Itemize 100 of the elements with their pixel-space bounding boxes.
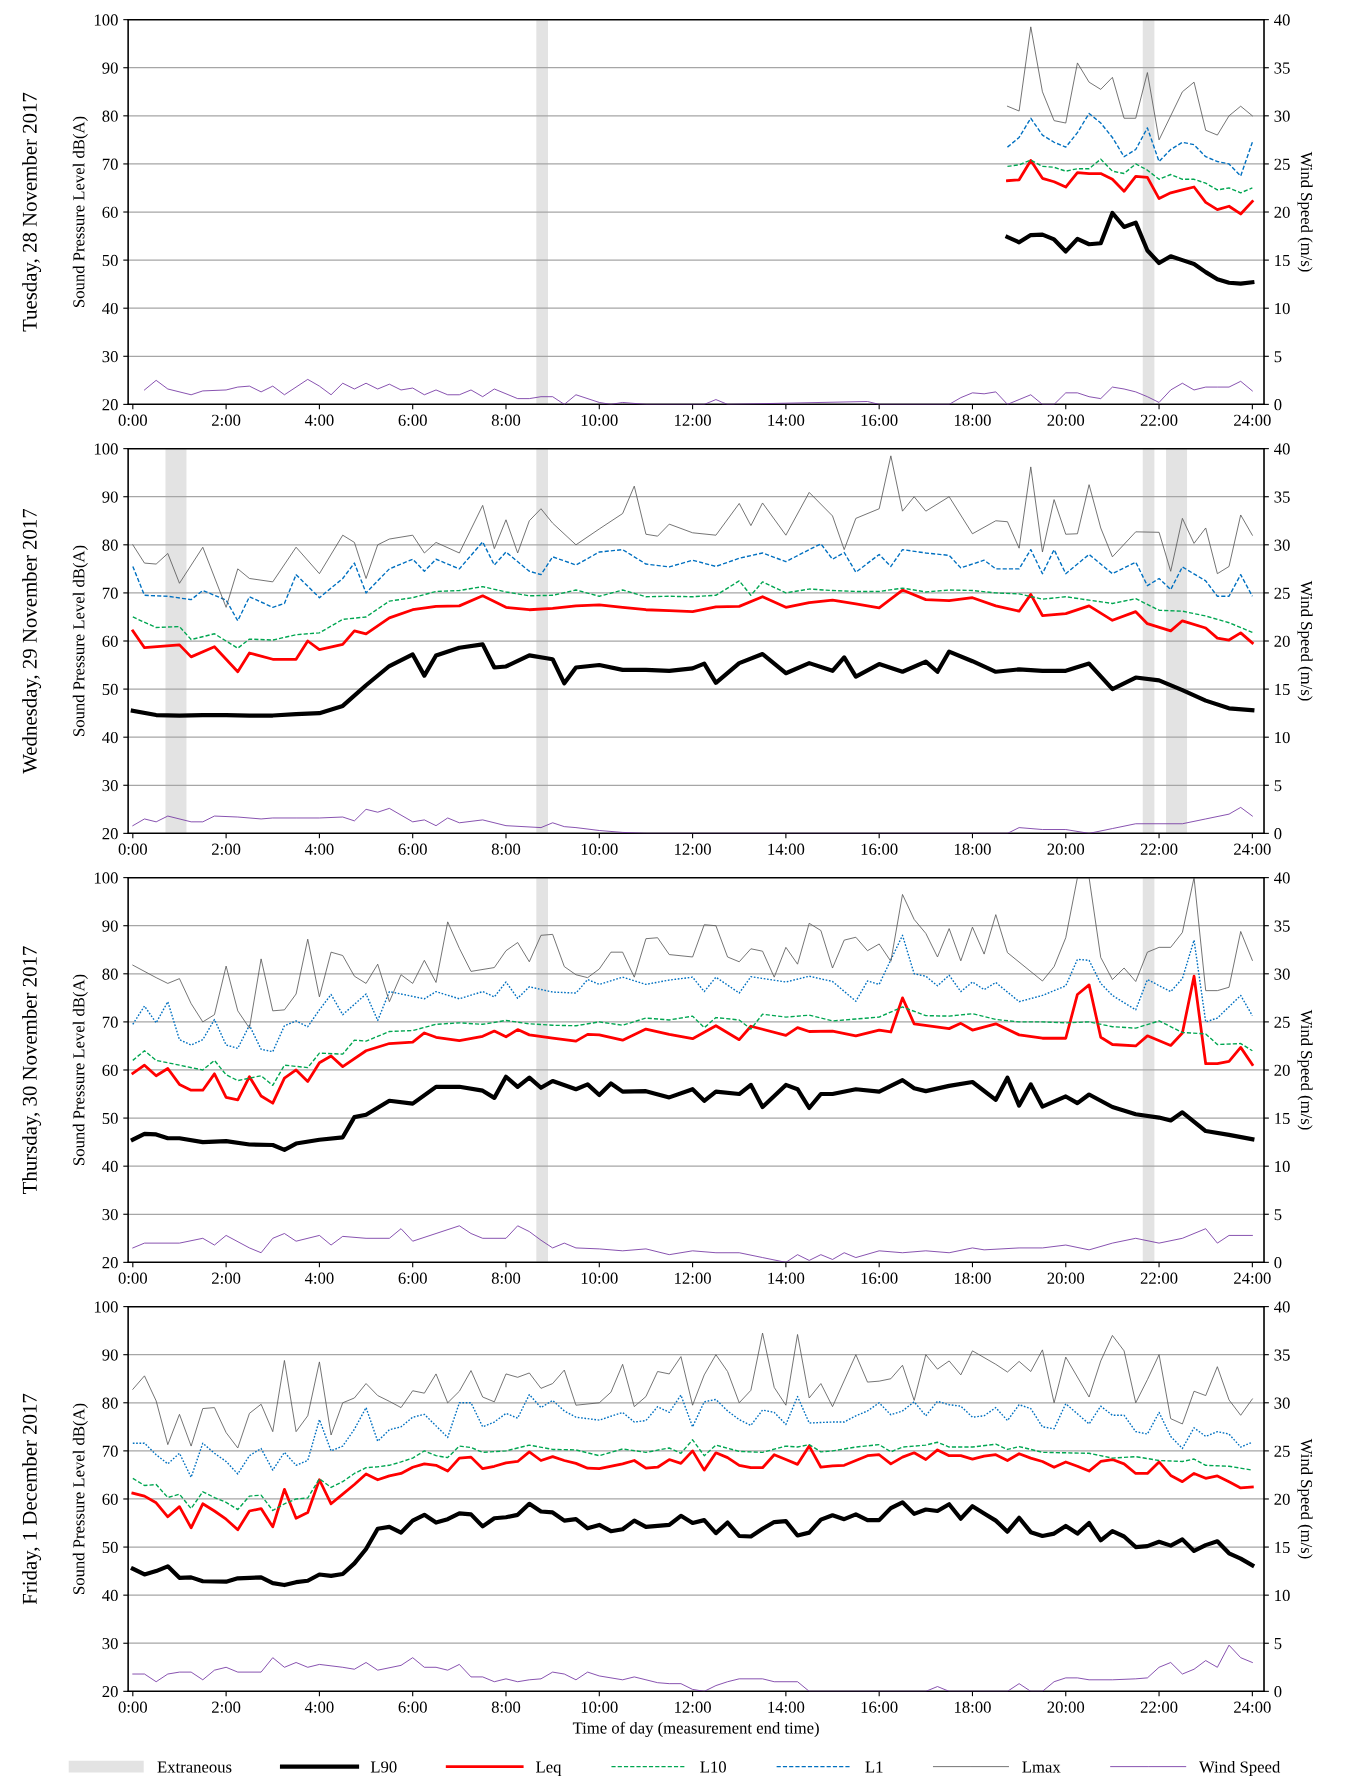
line-series	[132, 580, 1254, 649]
line-series	[132, 1393, 1254, 1479]
x-tick-label: 12:00	[675, 414, 711, 426]
x-tick-label: 12:00	[675, 1272, 711, 1284]
x-tick-label: 16:00	[861, 1701, 898, 1713]
line-series	[131, 974, 1254, 1105]
y-tick-label: 50	[102, 254, 118, 267]
y2-tick-label: 15	[1275, 683, 1290, 696]
x-tick-label: 4:00	[304, 1272, 334, 1284]
y2-axis-title: Wind Speed (m/s)	[1297, 1438, 1313, 1559]
y2-tick-label: 20	[1274, 635, 1290, 647]
y2-tick-label: 35	[1274, 920, 1290, 932]
x-tick-label: 22:00	[1140, 1701, 1178, 1713]
y2-tick-label: 15	[1275, 1541, 1290, 1554]
y2-tick-label: 35	[1274, 491, 1290, 503]
line-series	[132, 541, 1254, 622]
x-tick-label: 22:00	[1140, 414, 1178, 426]
line-series	[132, 934, 1254, 1053]
y-tick-label: 100	[94, 1301, 118, 1313]
text: Thursday, 30 November 2017	[22, 946, 42, 1194]
line-series	[132, 1332, 1253, 1449]
x-axis-title: Time of day (measurement end time)	[572, 1721, 819, 1738]
x-tick-label: 8:00	[491, 843, 521, 855]
line-series	[1006, 112, 1254, 177]
y2-tick-label: 40	[1274, 872, 1290, 884]
y-tick-label: 70	[102, 587, 118, 599]
y2-tick-label: 0	[1274, 828, 1282, 840]
x-tick-label: 6:00	[398, 414, 427, 426]
line-series	[1005, 210, 1255, 286]
legend-label: Leq	[536, 1761, 562, 1776]
y2-tick-label: 25	[1274, 1445, 1290, 1457]
x-tick-label: 14:00	[768, 1272, 805, 1284]
y2-tick-label: 15	[1275, 1112, 1290, 1125]
y2-tick-label: 30	[1274, 968, 1290, 980]
y-tick-label: 50	[102, 1112, 118, 1125]
x-tick-label: 8:00	[491, 1701, 521, 1713]
y2-tick-label: 40	[1274, 14, 1290, 26]
y-tick-label: 50	[102, 1541, 118, 1554]
x-tick-label: 12:00	[675, 843, 711, 855]
y-tick-label: 40	[102, 1589, 118, 1602]
x-tick-label: 10:00	[581, 414, 618, 426]
y-tick-label: 30	[102, 1208, 118, 1221]
line-series	[131, 588, 1254, 674]
y2-tick-label: 30	[1274, 1397, 1290, 1409]
y2-tick-label: 10	[1275, 1160, 1290, 1173]
y-tick-label: 100	[94, 872, 118, 884]
text: Tuesday, 28 November 2017	[22, 92, 42, 332]
x-tick-label: 2:00	[212, 414, 241, 426]
y-tick-label: 20	[102, 1257, 118, 1269]
text: Wednesday, 29 November 2017	[22, 508, 42, 774]
x-tick-label: 10:00	[581, 1272, 618, 1284]
y-tick-label: 20	[102, 1686, 118, 1698]
line-series	[132, 455, 1253, 608]
y-tick-label: 100	[94, 443, 118, 455]
y-tick-label: 60	[102, 206, 118, 218]
line-series	[130, 642, 1255, 718]
x-tick-label: 16:00	[861, 414, 898, 426]
x-tick-label: 10:00	[581, 1701, 618, 1713]
y-tick-label: 100	[94, 14, 118, 26]
x-tick-label: 20:00	[1047, 1701, 1085, 1713]
y2-tick-label: 10	[1275, 731, 1290, 744]
y-tick-label: 80	[102, 1397, 118, 1409]
y-tick-label: 70	[102, 1016, 118, 1028]
y-axis-title: Sound Pressure Level dB(A)	[72, 116, 88, 307]
y2-tick-label: 5	[1274, 351, 1282, 363]
x-tick-label: 4:00	[304, 414, 334, 426]
y-tick-label: 30	[102, 350, 118, 363]
x-tick-label: 22:00	[1140, 1272, 1178, 1284]
x-tick-label: 2:00	[212, 1701, 241, 1713]
x-tick-label: 0:00	[118, 843, 147, 855]
legend-label: L90	[370, 1761, 397, 1773]
x-tick-label: 18:00	[954, 843, 991, 855]
y-tick-label: 70	[102, 1445, 118, 1457]
y2-tick-label: 25	[1274, 158, 1290, 170]
x-tick-label: 8:00	[491, 414, 521, 426]
y2-tick-label: 20	[1274, 1064, 1290, 1076]
line-series	[132, 877, 1253, 1029]
y2-tick-label: 35	[1274, 1349, 1290, 1361]
y2-tick-label: 5	[1274, 1209, 1282, 1221]
x-tick-label: 0:00	[118, 1272, 147, 1284]
x-tick-label: 4:00	[304, 1701, 334, 1713]
line-series	[1006, 158, 1254, 194]
x-tick-label: 14:00	[768, 1701, 805, 1713]
x-tick-label: 6:00	[398, 1701, 427, 1713]
x-tick-label: 16:00	[861, 843, 898, 855]
legend-label: Wind Speed	[1199, 1760, 1281, 1776]
x-tick-label: 24:00	[1234, 1701, 1271, 1713]
y2-tick-label: 0	[1274, 1686, 1282, 1698]
x-tick-label: 24:00	[1234, 414, 1271, 426]
text: Friday, 1 December 2017	[22, 1393, 42, 1605]
y2-tick-label: 20	[1274, 1493, 1290, 1505]
y-tick-label: 40	[102, 1160, 118, 1173]
x-tick-label: 0:00	[118, 1701, 147, 1713]
x-tick-label: 14:00	[768, 843, 805, 855]
x-tick-label: 18:00	[954, 414, 991, 426]
y2-tick-label: 20	[1274, 206, 1290, 218]
y-tick-label: 60	[102, 635, 118, 647]
y2-tick-label: 10	[1275, 1589, 1290, 1602]
y-tick-label: 90	[102, 920, 118, 932]
y-axis-title: Sound Pressure Level dB(A)	[72, 974, 88, 1165]
